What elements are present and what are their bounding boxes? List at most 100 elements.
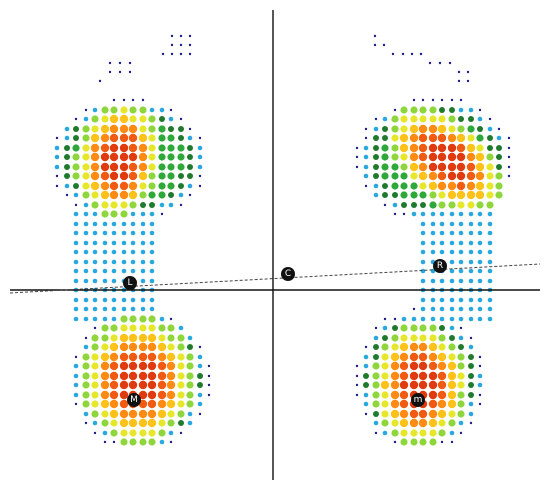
pressure-dot — [382, 430, 388, 436]
pressure-dot — [486, 191, 494, 199]
pressure-dot — [391, 153, 399, 161]
pressure-dot — [91, 362, 99, 370]
marker-right-foot[interactable]: R — [433, 259, 447, 273]
pressure-dot — [147, 361, 157, 371]
pressure-dot — [449, 278, 455, 284]
pressure-dot — [364, 345, 368, 349]
pressure-dot — [476, 134, 484, 142]
pressure-dot — [158, 182, 166, 190]
pressure-dot — [82, 172, 90, 180]
pressure-dot — [119, 409, 129, 419]
pressure-dot — [73, 135, 79, 141]
pressure-dot — [198, 184, 202, 188]
pressure-dot — [437, 171, 447, 181]
pressure-dot — [177, 410, 185, 418]
pressure-dot — [140, 297, 146, 303]
marker-center[interactable]: C — [281, 267, 295, 281]
pressure-dot — [100, 380, 110, 390]
pressure-dot — [475, 152, 485, 162]
marker-right-heel[interactable]: m — [411, 393, 425, 407]
pressure-dot — [457, 201, 465, 209]
pressure-dot — [429, 438, 437, 446]
pressure-dot — [128, 418, 138, 428]
pressure-dot — [430, 316, 436, 322]
pressure-dot — [399, 133, 409, 143]
pressure-dot — [109, 380, 119, 390]
pressure-dot — [399, 409, 409, 419]
pressure-dot — [400, 172, 408, 180]
pressure-dot — [83, 230, 89, 236]
pressure-dot — [429, 429, 437, 437]
pressure-dot — [92, 249, 98, 255]
pressure-dot — [119, 399, 129, 409]
marker-left-foot[interactable]: L — [123, 276, 137, 290]
pressure-dot — [147, 399, 157, 409]
pressure-dot — [109, 342, 119, 352]
pressure-dot — [437, 399, 447, 409]
pressure-dot — [457, 79, 461, 83]
pressure-dot — [73, 249, 79, 255]
pressure-dot — [130, 249, 136, 255]
pressure-dot — [428, 162, 438, 172]
pressure-dot — [166, 380, 176, 390]
pressure-dot — [121, 259, 127, 265]
pressure-dot — [177, 353, 185, 361]
pressure-dot — [149, 107, 155, 113]
pressure-dot — [167, 324, 175, 332]
pressure-dot — [477, 259, 483, 265]
pressure-dot — [382, 135, 388, 141]
pressure-dot — [373, 192, 379, 198]
pressure-dot — [449, 259, 455, 265]
pressure-dot — [54, 145, 60, 151]
pressure-dot — [130, 297, 136, 303]
pressure-dot — [73, 373, 79, 379]
pressure-dot — [409, 409, 419, 419]
pressure-dot — [439, 306, 445, 312]
pressure-dot — [373, 411, 379, 417]
pressure-dot — [373, 34, 377, 38]
pressure-dot — [166, 352, 176, 362]
pressure-dot — [393, 317, 397, 321]
pressure-dot — [92, 306, 98, 312]
pressure-dot — [400, 438, 408, 446]
pressure-dot — [178, 192, 184, 198]
pressure-dot — [102, 278, 108, 284]
pressure-dot — [92, 268, 98, 274]
pressure-dot — [448, 115, 456, 123]
pressure-dot — [363, 145, 369, 151]
pressure-dot — [487, 135, 493, 141]
pressure-dot — [169, 317, 173, 321]
pressure-dot — [168, 202, 174, 208]
pressure-dot — [187, 135, 193, 141]
pressure-dot — [149, 249, 155, 255]
pressure-dot — [372, 372, 380, 380]
pressure-dot — [111, 249, 117, 255]
marker-left-heel[interactable]: M — [127, 393, 141, 407]
pressure-dot — [420, 240, 426, 246]
pressure-dot — [390, 371, 400, 381]
pressure-dot — [458, 335, 464, 341]
pressure-dot — [159, 316, 165, 322]
pressure-dot — [390, 399, 400, 409]
pressure-dot — [466, 79, 470, 83]
pressure-dot — [109, 171, 119, 181]
pressure-dot — [100, 143, 110, 153]
pressure-dot — [102, 306, 108, 312]
pressure-dot — [83, 249, 89, 255]
pressure-dot — [355, 383, 359, 387]
pressure-dot — [448, 125, 456, 133]
pressure-dot — [468, 268, 474, 274]
pressure-dot — [468, 411, 474, 417]
pressure-dot — [128, 162, 138, 172]
pressure-dot — [437, 390, 447, 400]
pressure-dot — [197, 373, 203, 379]
pressure-dot — [179, 34, 183, 38]
pressure-dot — [381, 391, 389, 399]
pressure-dot — [178, 183, 184, 189]
pressure-dot — [186, 372, 194, 380]
pressure-dot — [475, 162, 485, 172]
pressure-dot — [428, 361, 438, 371]
pressure-dot — [459, 98, 463, 102]
pressure-dot — [466, 162, 476, 172]
right-foot-pressure-map — [355, 34, 511, 446]
